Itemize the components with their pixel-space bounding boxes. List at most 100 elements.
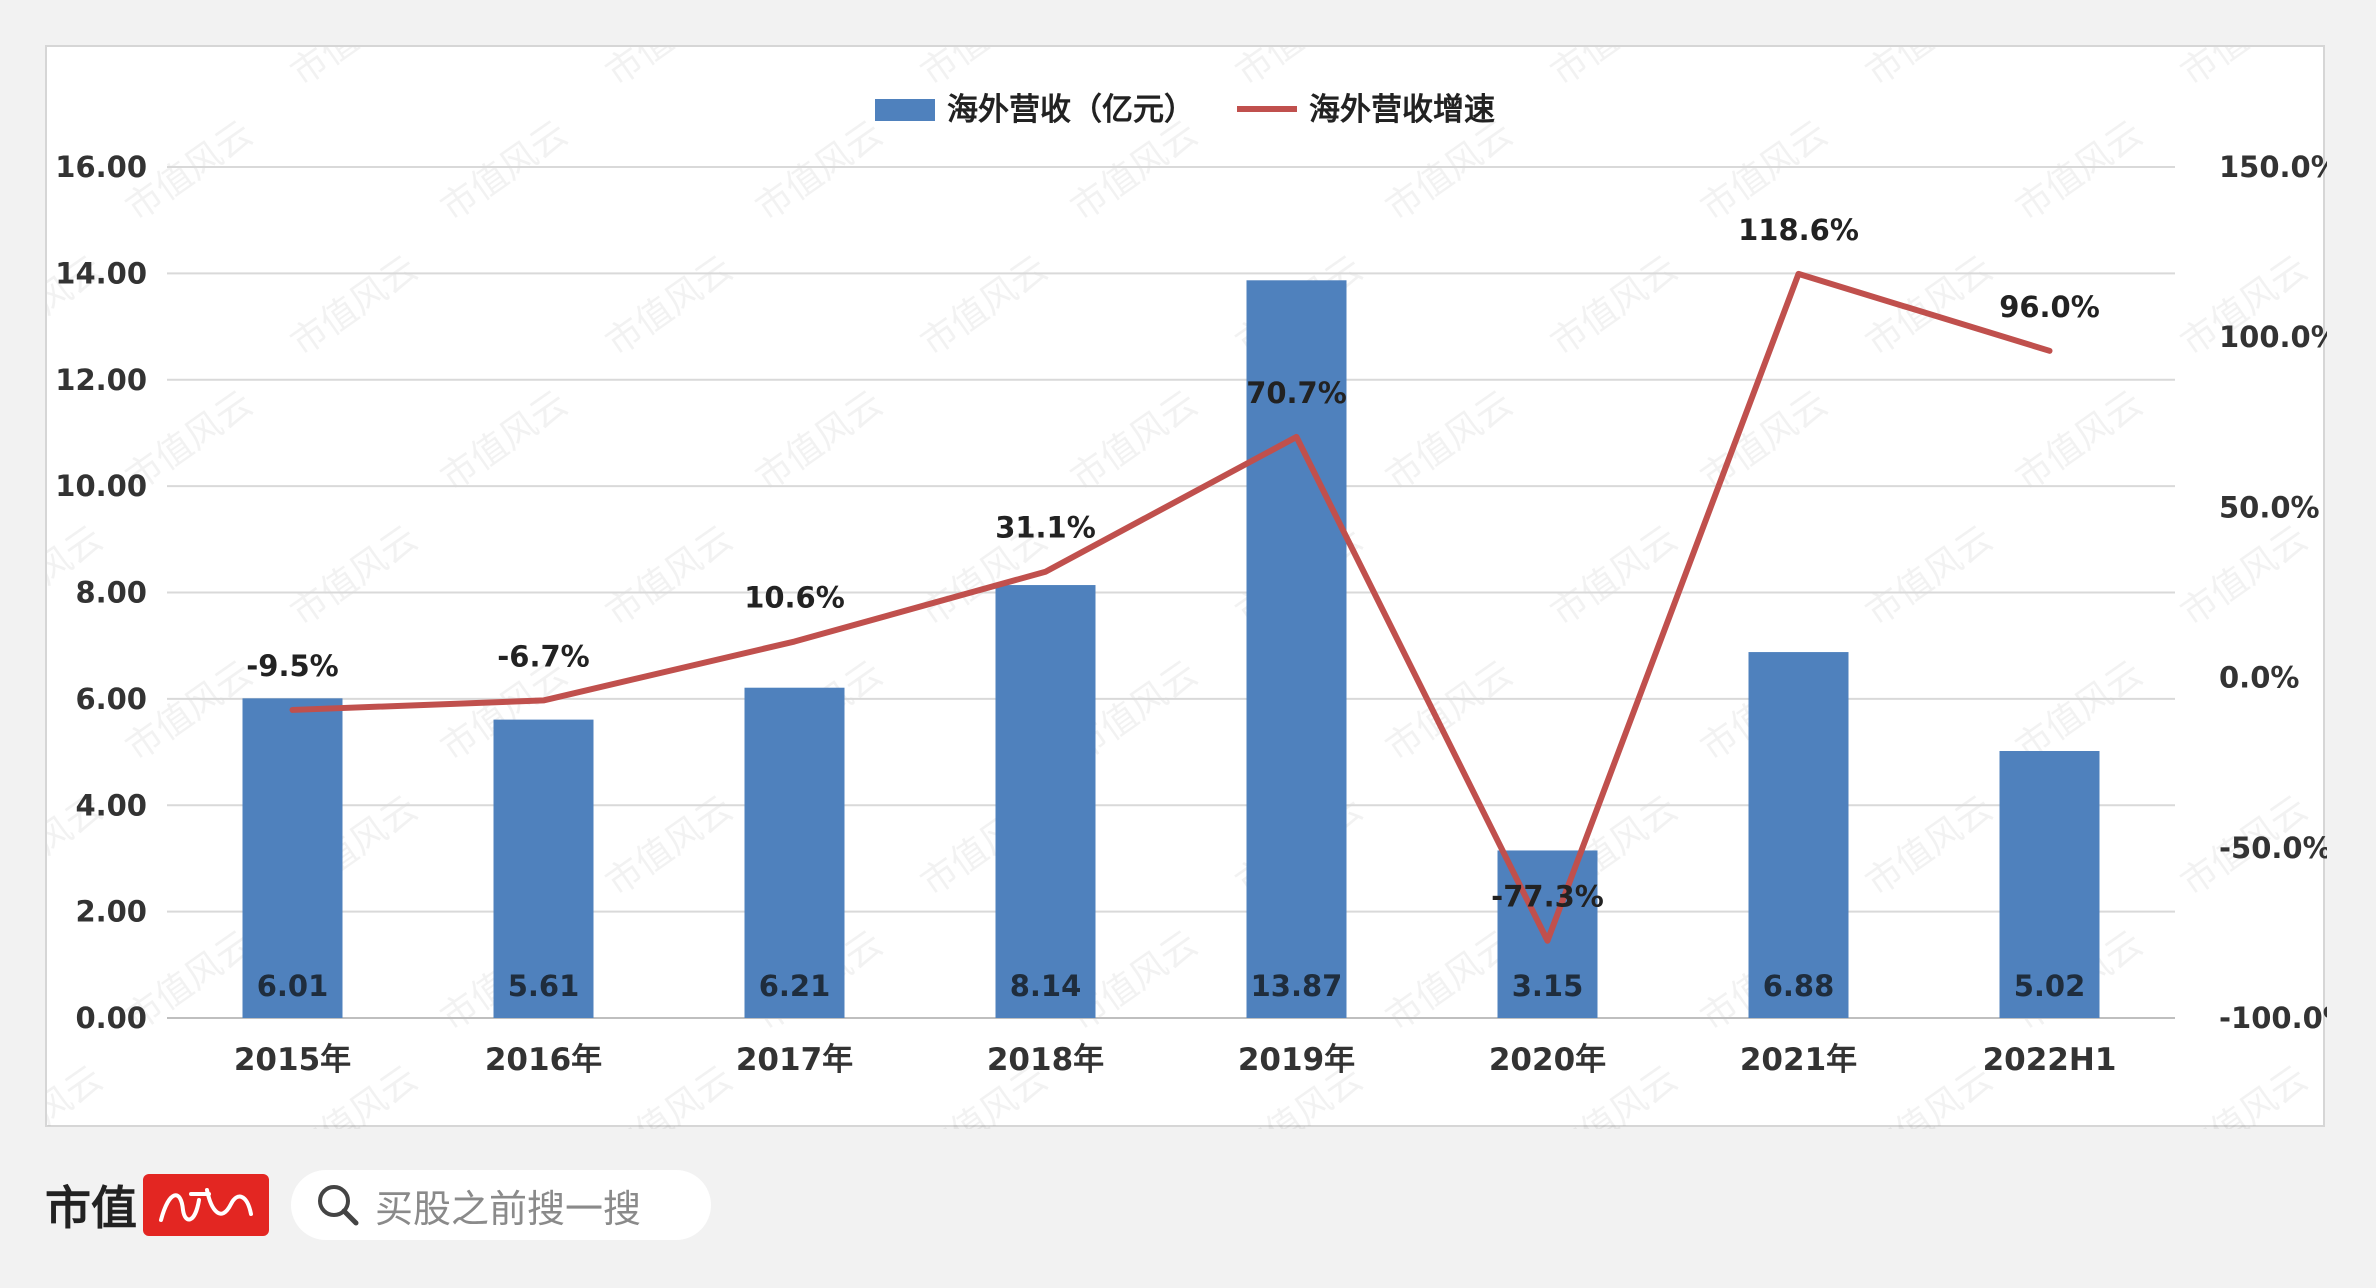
- bar-value-label: 5.02: [2014, 969, 2086, 1003]
- y-left-tick-label: 6.00: [75, 682, 147, 716]
- y-right-tick-label: 50.0%: [2219, 490, 2320, 524]
- watermark-text: 市值风云: [1859, 1058, 2000, 1129]
- watermark-text: 市值风云: [599, 47, 740, 94]
- y-left-tick-label: 12.00: [55, 363, 147, 397]
- bar-value-label: 6.01: [257, 969, 329, 1003]
- search-placeholder: 买股之前搜一搜: [375, 1186, 642, 1231]
- x-tick-label: 2018年: [987, 1042, 1104, 1078]
- label-layer: 6.01 5.61 6.21 8.14 13.87 3.15 6.88 5.02 -9.5% -6…: [246, 213, 2100, 1003]
- legend-line-label: 海外营收增速: [1309, 92, 1495, 128]
- watermark-text: 市值风云: [1859, 248, 2000, 364]
- y-right-tick-label: -50.0%: [2219, 831, 2327, 865]
- x-tick-label: 2016年: [485, 1042, 602, 1078]
- line-value-label: -6.7%: [497, 639, 589, 673]
- watermark-text: 市值风云: [2009, 113, 2150, 229]
- y-right-tick-label: 0.0%: [2219, 661, 2299, 695]
- y-left-tick-label: 0.00: [75, 1001, 147, 1035]
- brand-logo-badge: [143, 1174, 269, 1236]
- bar-value-label: 13.87: [1251, 969, 1343, 1003]
- watermark-text: 市值风云: [2324, 383, 2327, 499]
- bar-layer: [242, 280, 2100, 1018]
- watermark-text: 市值风云: [599, 248, 740, 364]
- watermark-text: 市值风云: [284, 518, 425, 634]
- line-point: [1294, 434, 1299, 439]
- line-point: [1043, 569, 1048, 574]
- bar: [744, 687, 845, 1018]
- watermark-text: 市值风云: [284, 248, 425, 364]
- watermark-text: 市值风云: [2009, 383, 2150, 499]
- bar: [995, 585, 1096, 1018]
- line-point: [290, 707, 295, 712]
- watermark-text: 市值风云: [434, 383, 575, 499]
- watermark-text: 市值风云: [1379, 113, 1520, 229]
- y-left-tick-label: 14.00: [55, 256, 147, 290]
- watermark-text: 市值风云: [1694, 383, 1835, 499]
- brand-logo-text: 市值: [45, 1181, 137, 1235]
- line-point: [2047, 348, 2052, 353]
- line-point: [1796, 271, 1801, 276]
- growth-line: [289, 270, 2053, 944]
- line-value-label: 10.6%: [744, 581, 845, 615]
- watermark-text: 市值风云: [749, 383, 890, 499]
- watermark-text: 市值风云: [1229, 47, 1370, 94]
- watermark-text: 市值风云: [914, 47, 1055, 94]
- legend: 海外营收（亿元） 海外营收增速: [875, 92, 1495, 128]
- line-value-label: -9.5%: [246, 649, 338, 683]
- bar: [1748, 652, 1849, 1018]
- bar: [1999, 750, 2100, 1018]
- bar-value-label: 6.21: [759, 969, 831, 1003]
- search-box[interactable]: 买股之前搜一搜: [291, 1170, 711, 1240]
- chart-panel: 市值风云 市值风云 市值风云 市值风云 市值风云 市值风云 市值风云 市值风云 市值风云 市值风云…: [45, 45, 2327, 1129]
- brand-script-icon: [159, 1188, 253, 1222]
- x-tick-label: 2021年: [1740, 1042, 1857, 1078]
- watermark-text: 市值风云: [1379, 653, 1520, 769]
- watermark-text: 市值风云: [1064, 383, 1205, 499]
- watermark-text: 市值风云: [47, 47, 110, 94]
- bar: [242, 698, 343, 1018]
- watermark-text: 市值风云: [2174, 47, 2315, 94]
- x-tick-label: 2020年: [1489, 1042, 1606, 1078]
- line-value-label: -77.3%: [1491, 880, 1604, 914]
- watermark-text: 市值风云: [1544, 518, 1685, 634]
- y-right-tick-label: 150.0%: [2219, 150, 2327, 184]
- x-tick-label: 2019年: [1238, 1042, 1355, 1078]
- bar-value-label: 6.88: [1763, 969, 1835, 1003]
- y-left-tick-label: 8.00: [75, 576, 147, 610]
- x-tick-label: 2015年: [234, 1042, 351, 1078]
- watermark-text: 市值风云: [1544, 47, 1685, 94]
- watermark-text: 市值风云: [1859, 518, 2000, 634]
- watermark-text: 市值风云: [2324, 653, 2327, 769]
- legend-bar-label: 海外营收（亿元）: [947, 92, 1195, 128]
- legend-bar-swatch: [875, 99, 935, 121]
- y-left-tick-label: 16.00: [55, 150, 147, 184]
- x-tick-label: 2022H1: [1983, 1042, 2117, 1078]
- watermark-text: 市值风云: [914, 248, 1055, 364]
- search-icon: [318, 1185, 359, 1226]
- y-left-tick-label: 4.00: [75, 788, 147, 822]
- watermark-text: 市值风云: [1379, 383, 1520, 499]
- bar-value-label: 3.15: [1512, 969, 1584, 1003]
- y-right-tick-label: 100.0%: [2219, 320, 2327, 354]
- watermark-text: 市值风云: [284, 47, 425, 94]
- bar-value-label: 8.14: [1010, 969, 1082, 1003]
- watermark-text: 市值风云: [1859, 47, 2000, 94]
- line-point: [1545, 938, 1550, 943]
- y-left-tick-label: 10.00: [55, 469, 147, 503]
- watermark-text: 市值风云: [599, 1058, 740, 1129]
- axis-layer: 0.00 2.00 4.00 6.00 8.00 10.00 12.00 14.00 16.00…: [55, 150, 2327, 1078]
- bar-value-label: 5.61: [508, 969, 580, 1003]
- line-point: [792, 639, 797, 644]
- line-value-label: 96.0%: [1999, 290, 2100, 324]
- watermark-text: 市值风云: [599, 518, 740, 634]
- watermark-text: 市值风云: [2174, 1058, 2315, 1129]
- footer-bar: 市值 买股之前搜一搜: [45, 1150, 845, 1260]
- line-value-label: 118.6%: [1738, 213, 1859, 247]
- watermark-text: 市值风云: [2174, 518, 2315, 634]
- bar: [493, 719, 594, 1018]
- line-value-label: 70.7%: [1246, 376, 1347, 410]
- y-right-tick-label: -100.0%: [2219, 1001, 2327, 1035]
- watermark-text: 市值风云: [47, 1058, 110, 1129]
